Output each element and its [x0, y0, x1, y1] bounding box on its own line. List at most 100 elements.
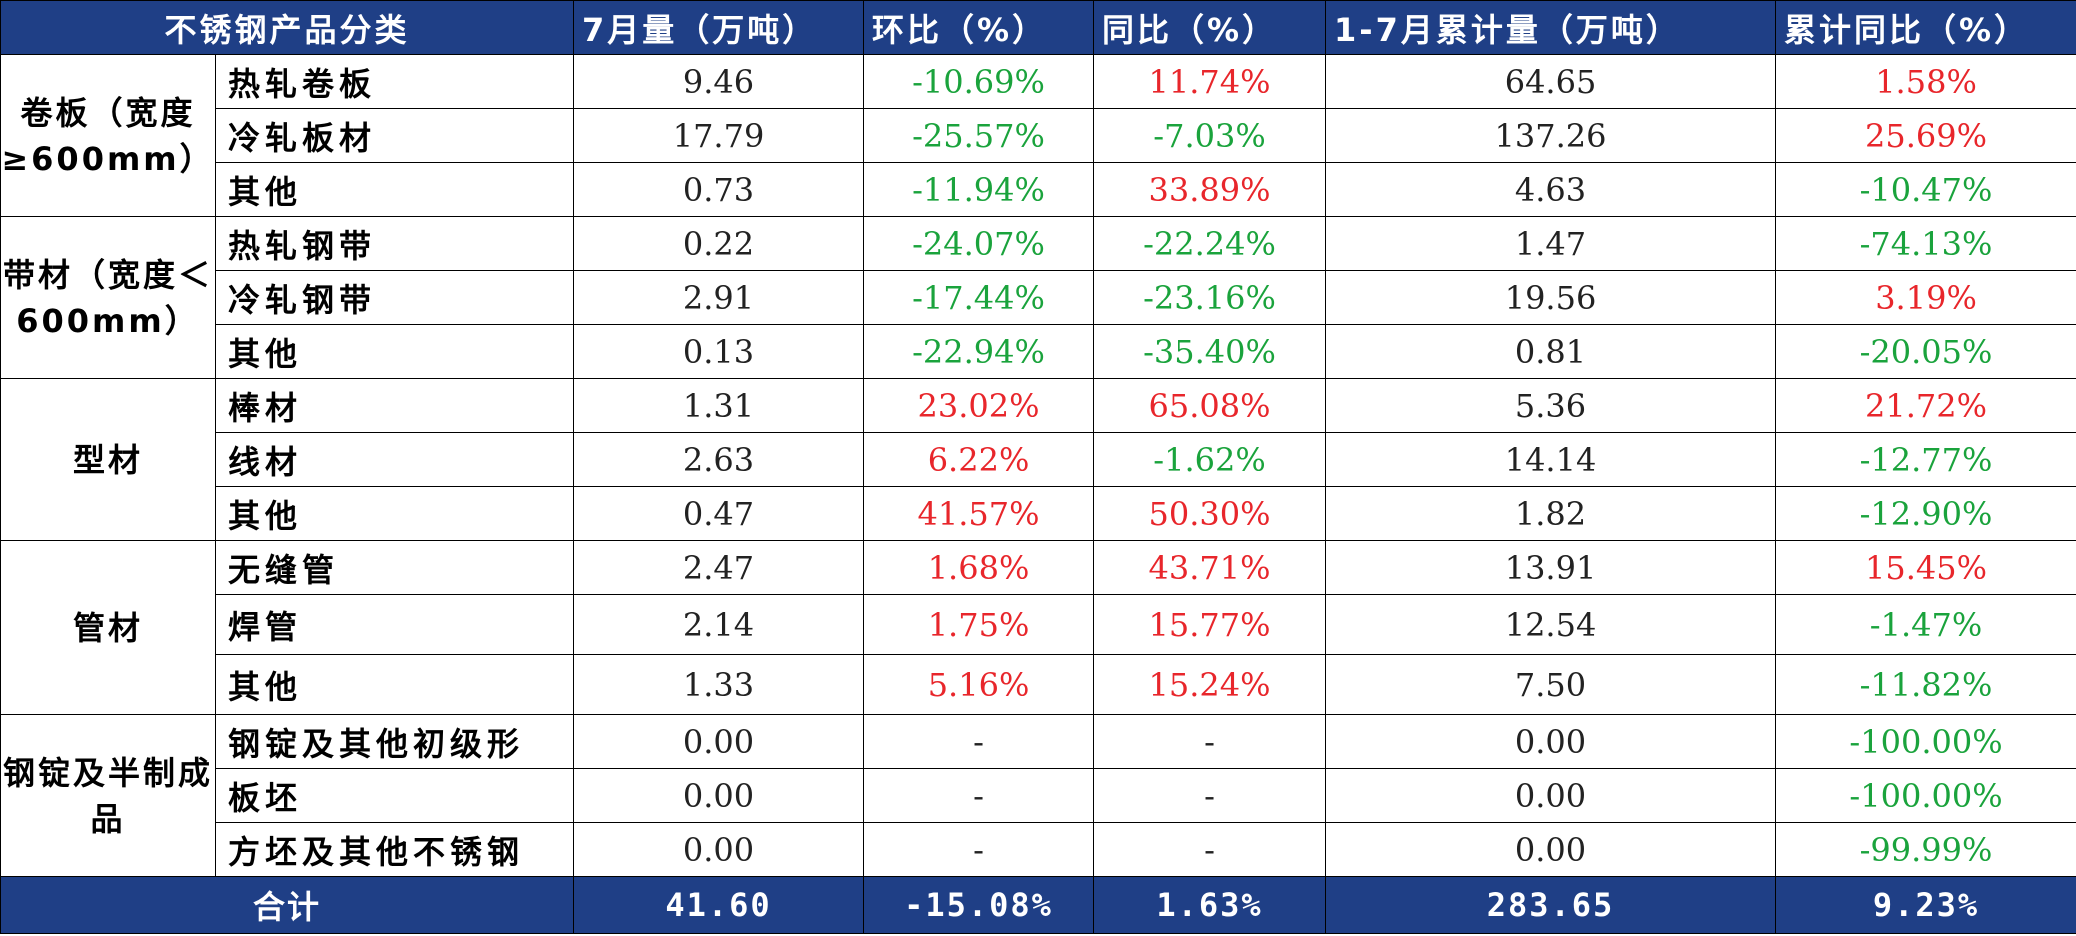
july-volume: 1.31: [573, 378, 865, 433]
july-volume: 17.79: [573, 108, 865, 163]
table-row: 管材 无缝管 2.47 1.68% 43.71% 13.91 15.45%: [0, 540, 2076, 715]
total-row: 合计 41.60 -15.08% 1.63% 283.65 9.23%: [0, 876, 2076, 934]
ytd-yoy-value: -1.47%: [1775, 594, 2076, 655]
ytd-yoy-value: -100.00%: [1775, 714, 2076, 769]
july-volume: 9.46: [573, 54, 865, 109]
group-sections: 型材: [0, 378, 216, 541]
mom-value: -10.69%: [863, 54, 1095, 109]
table-row: 方坯及其他不锈钢 0.00 - - 0.00 -99.99%: [1, 822, 2076, 877]
ytd-volume: 1.82: [1325, 486, 1777, 541]
yoy-value: -23.16%: [1093, 270, 1327, 325]
table-row: 型材 棒材 1.31 23.02% 65.08% 5.36 21.72%: [0, 378, 2076, 541]
mom-value: -24.07%: [863, 216, 1095, 271]
ytd-yoy-value: -74.13%: [1775, 216, 2076, 271]
product-name: 冷轧钢带: [214, 270, 575, 325]
total-yoy: 1.63%: [1093, 876, 1327, 934]
mom-value: 41.57%: [863, 486, 1095, 541]
product-name: 无缝管: [214, 540, 575, 595]
ytd-yoy-value: -20.05%: [1775, 324, 2076, 379]
july-volume: 1.33: [573, 654, 865, 715]
product-name: 冷轧板材: [214, 108, 575, 163]
mom-value: 23.02%: [863, 378, 1095, 433]
product-name: 其他: [214, 162, 575, 217]
product-name: 其他: [214, 654, 575, 715]
product-name: 其他: [214, 324, 575, 379]
mom-value: -22.94%: [863, 324, 1095, 379]
ytd-yoy-value: -12.90%: [1775, 486, 2076, 541]
product-name: 方坯及其他不锈钢: [214, 822, 575, 877]
yoy-value: 15.77%: [1093, 594, 1327, 655]
ytd-volume: 137.26: [1325, 108, 1777, 163]
total-label: 合计: [0, 876, 575, 934]
yoy-value: 15.24%: [1093, 654, 1327, 715]
yoy-value: -: [1093, 768, 1327, 823]
header-mom: 环比（%）: [863, 0, 1095, 55]
product-name: 线材: [214, 432, 575, 487]
mom-value: -: [863, 768, 1095, 823]
mom-value: 5.16%: [863, 654, 1095, 715]
ytd-volume: 12.54: [1325, 594, 1777, 655]
ytd-yoy-value: -12.77%: [1775, 432, 2076, 487]
mom-value: -: [863, 714, 1095, 769]
mom-value: 1.75%: [863, 594, 1095, 655]
product-name: 板坯: [214, 768, 575, 823]
total-mom: -15.08%: [863, 876, 1095, 934]
july-volume: 0.47: [573, 486, 865, 541]
product-name: 其他: [214, 486, 575, 541]
ytd-volume: 1.47: [1325, 216, 1777, 271]
ytd-volume: 5.36: [1325, 378, 1777, 433]
ytd-volume: 0.81: [1325, 324, 1777, 379]
mom-value: 1.68%: [863, 540, 1095, 595]
product-name: 棒材: [214, 378, 575, 433]
yoy-value: -35.40%: [1093, 324, 1327, 379]
july-volume: 2.14: [573, 594, 865, 655]
table-row: 线材 2.63 6.22% -1.62% 14.14 -12.77%: [1, 432, 2076, 487]
product-name: 热轧卷板: [214, 54, 575, 109]
july-volume: 2.91: [573, 270, 865, 325]
yoy-value: -: [1093, 714, 1327, 769]
table-row: 钢锭及半制成品 钢锭及其他初级形 0.00 - - 0.00 -100.00%: [0, 714, 2076, 877]
ytd-volume: 0.00: [1325, 714, 1777, 769]
july-volume: 0.00: [573, 714, 865, 769]
group-ingots-semis: 钢锭及半制成品: [0, 714, 216, 877]
table-row: 卷板（宽度≥600mm） 热轧卷板 9.46 -10.69% 11.74% 64…: [0, 54, 2076, 217]
july-volume: 0.00: [573, 768, 865, 823]
ytd-yoy-value: 15.45%: [1775, 540, 2076, 595]
product-name: 焊管: [214, 594, 575, 655]
table-row: 板坯 0.00 - - 0.00 -100.00%: [1, 768, 2076, 823]
ytd-volume: 13.91: [1325, 540, 1777, 595]
ytd-volume: 0.00: [1325, 768, 1777, 823]
total-ytd-yoy: 9.23%: [1775, 876, 2076, 934]
july-volume: 2.47: [573, 540, 865, 595]
table-row: 冷轧钢带 2.91 -17.44% -23.16% 19.56 3.19%: [1, 270, 2076, 325]
july-volume: 0.00: [573, 822, 865, 877]
ytd-volume: 19.56: [1325, 270, 1777, 325]
group-pipes: 管材: [0, 540, 216, 715]
table-row: 其他 0.13 -22.94% -35.40% 0.81 -20.05%: [1, 324, 2076, 379]
ytd-yoy-value: 21.72%: [1775, 378, 2076, 433]
total-july-volume: 41.60: [573, 876, 865, 934]
ytd-volume: 4.63: [1325, 162, 1777, 217]
header-category: 不锈钢产品分类: [0, 0, 575, 55]
header-july-volume: 7月量（万吨）: [573, 0, 865, 55]
header-yoy: 同比（%）: [1093, 0, 1327, 55]
group-coil-plate: 卷板（宽度≥600mm）: [0, 54, 216, 217]
ytd-yoy-value: 1.58%: [1775, 54, 2076, 109]
ytd-volume: 7.50: [1325, 654, 1777, 715]
ytd-yoy-value: -10.47%: [1775, 162, 2076, 217]
yoy-value: 33.89%: [1093, 162, 1327, 217]
july-volume: 0.13: [573, 324, 865, 379]
mom-value: -25.57%: [863, 108, 1095, 163]
ytd-yoy-value: 25.69%: [1775, 108, 2076, 163]
ytd-volume: 0.00: [1325, 822, 1777, 877]
group-strip: 带材（宽度＜600mm）: [0, 216, 216, 379]
ytd-yoy-value: -11.82%: [1775, 654, 2076, 715]
yoy-value: -1.62%: [1093, 432, 1327, 487]
header-ytd-volume: 1-7月累计量（万吨）: [1325, 0, 1777, 55]
table-row: 焊管 2.14 1.75% 15.77% 12.54 -1.47%: [1, 594, 2076, 655]
table-row: 冷轧板材 17.79 -25.57% -7.03% 137.26 25.69%: [1, 108, 2076, 163]
ytd-volume: 64.65: [1325, 54, 1777, 109]
ytd-yoy-value: 3.19%: [1775, 270, 2076, 325]
ytd-volume: 14.14: [1325, 432, 1777, 487]
table-row: 其他 0.73 -11.94% 33.89% 4.63 -10.47%: [1, 162, 2076, 217]
